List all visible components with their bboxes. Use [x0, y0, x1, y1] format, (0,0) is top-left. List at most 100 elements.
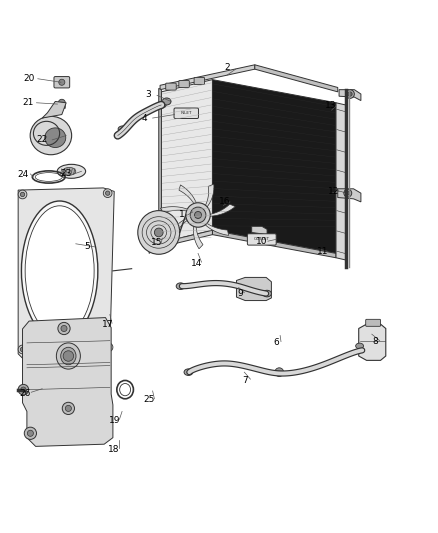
FancyBboxPatch shape	[166, 83, 176, 90]
Ellipse shape	[45, 128, 66, 148]
FancyBboxPatch shape	[174, 108, 198, 118]
Text: 5: 5	[84, 243, 90, 252]
Text: 1: 1	[179, 211, 185, 220]
Ellipse shape	[63, 167, 76, 175]
Text: 20: 20	[23, 74, 35, 83]
Polygon shape	[22, 318, 113, 446]
Polygon shape	[161, 79, 212, 243]
Ellipse shape	[57, 164, 85, 179]
Text: 7: 7	[242, 376, 248, 384]
Ellipse shape	[359, 347, 367, 353]
Ellipse shape	[162, 98, 171, 105]
Polygon shape	[339, 90, 361, 101]
Circle shape	[18, 190, 27, 199]
Polygon shape	[252, 227, 267, 235]
Text: 16: 16	[219, 197, 230, 206]
Polygon shape	[160, 207, 194, 213]
Circle shape	[62, 402, 74, 415]
Circle shape	[346, 90, 354, 99]
Text: 6: 6	[273, 338, 279, 348]
Circle shape	[24, 427, 36, 439]
Circle shape	[20, 192, 25, 197]
Circle shape	[18, 345, 27, 354]
Polygon shape	[212, 79, 336, 253]
Ellipse shape	[57, 343, 81, 369]
Text: 23: 23	[60, 169, 72, 179]
Circle shape	[190, 207, 206, 223]
Text: 9: 9	[237, 289, 243, 298]
Circle shape	[348, 92, 352, 96]
Ellipse shape	[356, 343, 364, 349]
FancyBboxPatch shape	[54, 77, 70, 88]
Polygon shape	[159, 88, 161, 244]
Circle shape	[106, 191, 110, 195]
Text: 8: 8	[372, 337, 378, 346]
Circle shape	[21, 387, 26, 392]
Circle shape	[27, 430, 33, 437]
Circle shape	[154, 228, 163, 237]
Polygon shape	[42, 101, 66, 118]
Circle shape	[61, 326, 67, 332]
Polygon shape	[359, 324, 386, 360]
Text: 26: 26	[19, 389, 30, 398]
FancyBboxPatch shape	[247, 234, 276, 245]
Circle shape	[275, 368, 284, 376]
Polygon shape	[18, 188, 114, 358]
Polygon shape	[149, 240, 159, 253]
Text: 17: 17	[102, 320, 113, 329]
Polygon shape	[212, 230, 336, 258]
Polygon shape	[160, 65, 255, 90]
Circle shape	[65, 405, 71, 411]
Circle shape	[58, 322, 70, 335]
Circle shape	[194, 212, 201, 219]
Ellipse shape	[156, 102, 166, 108]
Text: 18: 18	[108, 445, 119, 454]
Text: 15: 15	[151, 238, 163, 247]
Text: 22: 22	[36, 135, 48, 144]
FancyBboxPatch shape	[179, 80, 189, 87]
Circle shape	[58, 99, 65, 106]
Circle shape	[346, 191, 350, 195]
Text: 4: 4	[142, 114, 148, 123]
Circle shape	[186, 203, 210, 227]
Circle shape	[103, 189, 112, 198]
Circle shape	[63, 351, 74, 361]
FancyBboxPatch shape	[58, 103, 65, 108]
Text: 12: 12	[328, 187, 339, 196]
Polygon shape	[194, 220, 203, 249]
FancyBboxPatch shape	[194, 77, 205, 84]
Circle shape	[104, 343, 113, 352]
Polygon shape	[203, 204, 235, 216]
Text: 21: 21	[22, 98, 33, 107]
Circle shape	[18, 384, 28, 395]
Polygon shape	[169, 217, 193, 237]
Polygon shape	[201, 219, 229, 236]
Text: OUTLET: OUTLET	[254, 237, 270, 241]
Circle shape	[106, 345, 111, 350]
Text: INLET: INLET	[180, 111, 192, 115]
Ellipse shape	[21, 201, 98, 341]
Circle shape	[20, 348, 25, 352]
Polygon shape	[179, 185, 198, 211]
Text: 25: 25	[144, 395, 155, 404]
Text: 19: 19	[109, 416, 120, 425]
Polygon shape	[161, 230, 212, 247]
Polygon shape	[201, 184, 214, 212]
Polygon shape	[336, 103, 346, 260]
Circle shape	[344, 189, 352, 197]
Text: 14: 14	[191, 259, 202, 268]
Ellipse shape	[118, 126, 128, 132]
FancyBboxPatch shape	[366, 319, 381, 326]
Text: 24: 24	[18, 171, 29, 179]
Ellipse shape	[184, 369, 193, 375]
Ellipse shape	[138, 211, 180, 254]
Text: 3: 3	[145, 90, 151, 99]
Ellipse shape	[61, 348, 76, 365]
Polygon shape	[237, 277, 272, 301]
Polygon shape	[338, 189, 361, 202]
Text: 13: 13	[325, 101, 336, 110]
Text: 10: 10	[256, 237, 268, 246]
Ellipse shape	[30, 116, 72, 155]
Polygon shape	[255, 65, 338, 92]
Text: 2: 2	[224, 63, 230, 72]
